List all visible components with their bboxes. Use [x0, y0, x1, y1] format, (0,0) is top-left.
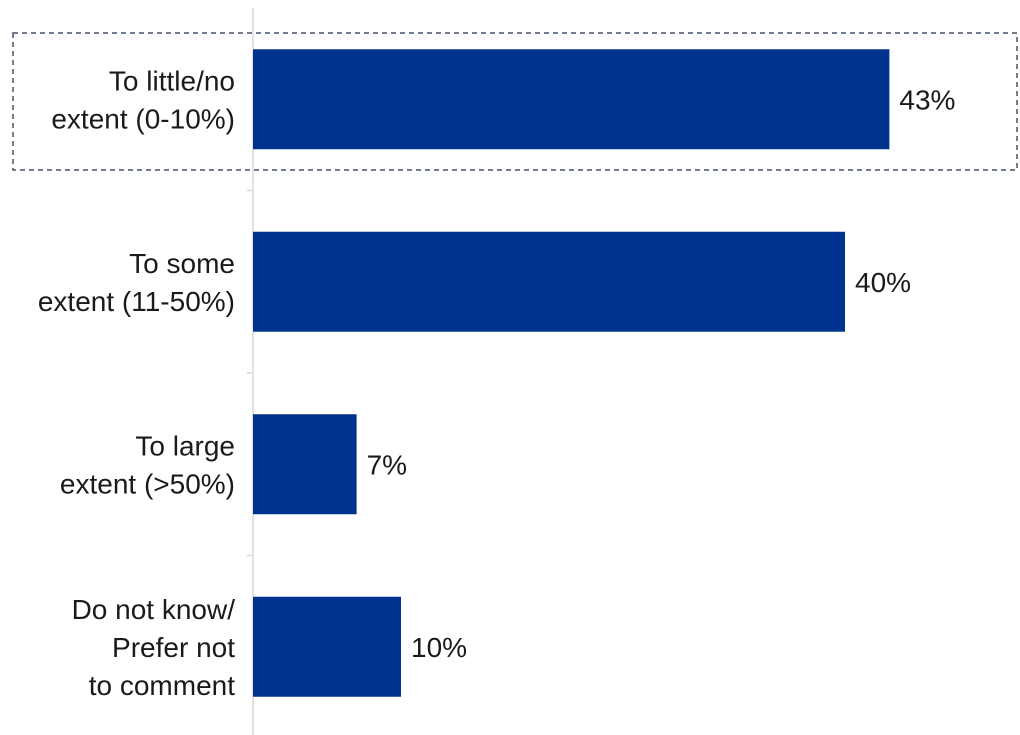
category-label: To little/no extent (0-10%): [51, 65, 235, 134]
labels-layer: 43% To little/no extent (0-10%) 40% To some e…: [38, 65, 956, 701]
category-label: To some extent (11-50%): [38, 248, 235, 317]
category-label-line: Prefer not: [112, 632, 235, 663]
bar: [253, 596, 401, 697]
bar: [253, 231, 845, 332]
category-label-line: extent (0-10%): [51, 103, 235, 134]
highlight-layer: [12, 32, 1018, 171]
data-label: 7%: [367, 449, 407, 480]
category-label: To large extent (>50%): [60, 430, 235, 499]
category-label-line: Do not know/: [72, 594, 236, 625]
category-label-line: extent (11-50%): [38, 286, 235, 317]
axis-layer: [247, 8, 254, 735]
bar: [253, 49, 890, 150]
category-label: Do not know/Prefer not to comment: [72, 594, 236, 701]
highlight-box: [12, 32, 1018, 171]
category-label-line: To large: [135, 430, 235, 461]
category-label-line: to comment: [89, 670, 235, 701]
category-label-line: To little/no: [109, 65, 235, 96]
data-label: 40%: [855, 267, 911, 298]
bars-layer: [253, 49, 890, 697]
data-label: 10%: [411, 632, 467, 663]
category-label-line: To some: [129, 248, 235, 279]
category-label-line: extent (>50%): [60, 468, 235, 499]
data-label: 43%: [899, 84, 955, 115]
bar: [253, 414, 357, 515]
